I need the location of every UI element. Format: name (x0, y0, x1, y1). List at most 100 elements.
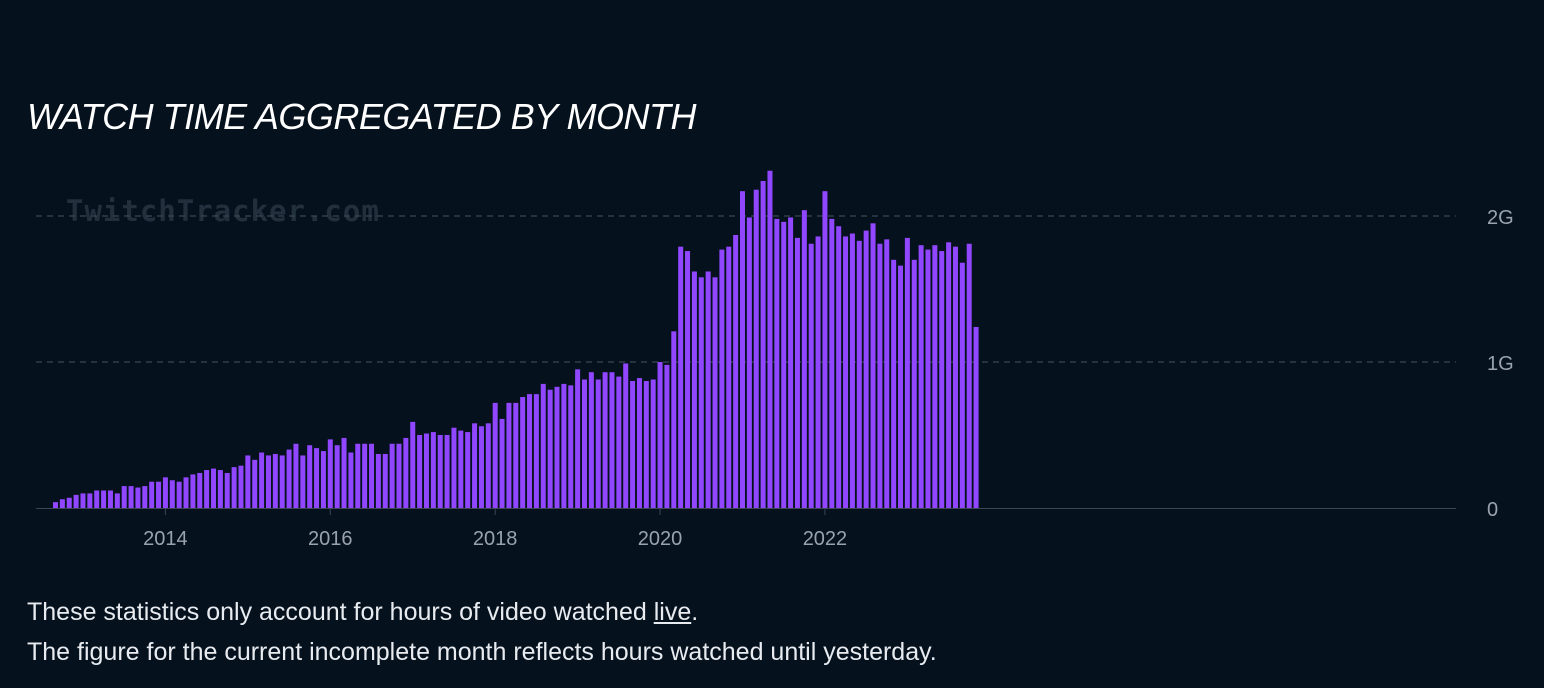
bar[interactable] (190, 474, 196, 508)
bar[interactable] (925, 249, 931, 508)
bar[interactable] (389, 443, 395, 508)
bar[interactable] (238, 465, 244, 508)
bar[interactable] (588, 372, 594, 508)
bar[interactable] (966, 243, 972, 508)
bar[interactable] (932, 245, 938, 508)
bar[interactable] (678, 246, 684, 508)
bar[interactable] (259, 452, 265, 508)
bar[interactable] (520, 397, 526, 508)
bar[interactable] (767, 170, 773, 509)
bar[interactable] (815, 236, 821, 508)
bar[interactable] (231, 467, 237, 508)
bar[interactable] (499, 418, 505, 508)
bar[interactable] (135, 487, 141, 508)
bar[interactable] (87, 493, 93, 508)
bar[interactable] (211, 468, 217, 508)
bar[interactable] (595, 379, 601, 508)
bar[interactable] (602, 372, 608, 508)
live-link[interactable]: live (653, 598, 692, 626)
bar[interactable] (794, 237, 800, 508)
bar[interactable] (128, 486, 134, 508)
bar[interactable] (101, 490, 107, 508)
bar[interactable] (286, 449, 292, 508)
bar[interactable] (307, 445, 313, 508)
bar[interactable] (279, 455, 285, 508)
bar[interactable] (863, 230, 869, 508)
bar[interactable] (822, 191, 828, 508)
bar[interactable] (375, 453, 381, 508)
bar[interactable] (664, 364, 670, 508)
bar[interactable] (314, 448, 320, 508)
bar[interactable] (66, 497, 72, 508)
bar[interactable] (348, 452, 354, 508)
bar[interactable] (327, 439, 333, 508)
bar[interactable] (918, 245, 924, 508)
bar[interactable] (685, 251, 691, 508)
bar[interactable] (733, 234, 739, 508)
bar[interactable] (753, 189, 759, 508)
bar[interactable] (952, 246, 958, 508)
bar[interactable] (355, 443, 361, 508)
bar[interactable] (829, 218, 835, 509)
bar[interactable] (540, 383, 546, 508)
bar[interactable] (898, 265, 904, 508)
bar[interactable] (891, 259, 897, 508)
bar[interactable] (568, 385, 574, 508)
bar[interactable] (698, 277, 704, 508)
bar[interactable] (781, 221, 787, 508)
bar[interactable] (939, 251, 945, 508)
bar[interactable] (959, 262, 965, 508)
bar[interactable] (369, 443, 375, 508)
bar[interactable] (561, 383, 567, 508)
bar[interactable] (472, 423, 478, 508)
bar[interactable] (719, 249, 725, 508)
bar[interactable] (492, 402, 498, 508)
bar[interactable] (712, 277, 718, 508)
bar[interactable] (465, 432, 471, 508)
bar[interactable] (609, 372, 615, 508)
bar[interactable] (300, 455, 306, 508)
bar[interactable] (114, 493, 120, 508)
bar[interactable] (94, 490, 100, 508)
bar[interactable] (245, 455, 251, 508)
bar[interactable] (623, 363, 629, 508)
bar[interactable] (458, 430, 464, 508)
bar[interactable] (581, 379, 587, 508)
bar[interactable] (169, 480, 175, 508)
bar[interactable] (911, 259, 917, 508)
bar[interactable] (904, 237, 910, 508)
bar[interactable] (73, 494, 79, 508)
bar[interactable] (547, 389, 553, 508)
bar[interactable] (691, 271, 697, 508)
bar[interactable] (884, 239, 890, 509)
bar[interactable] (946, 242, 952, 508)
bar[interactable] (362, 443, 368, 508)
bar[interactable] (856, 240, 862, 508)
bar[interactable] (788, 217, 794, 508)
bar[interactable] (430, 432, 436, 508)
bar[interactable] (671, 331, 677, 508)
bar[interactable] (877, 243, 883, 508)
bar[interactable] (774, 218, 780, 509)
bar[interactable] (575, 369, 581, 508)
bar[interactable] (485, 423, 491, 508)
bar[interactable] (849, 233, 855, 508)
bar[interactable] (616, 376, 622, 508)
bar[interactable] (107, 490, 113, 508)
bar[interactable] (740, 191, 745, 508)
bar[interactable] (760, 180, 766, 508)
bar[interactable] (506, 402, 512, 508)
bar[interactable] (121, 486, 127, 508)
bar[interactable] (272, 453, 278, 508)
bar[interactable] (53, 502, 58, 508)
bar[interactable] (636, 378, 642, 508)
bar[interactable] (382, 453, 388, 508)
bar[interactable] (437, 435, 443, 508)
bar[interactable] (643, 380, 649, 508)
bar[interactable] (801, 210, 807, 508)
bar[interactable] (80, 493, 86, 508)
bar[interactable] (808, 243, 814, 508)
bar[interactable] (224, 472, 230, 508)
bar[interactable] (176, 481, 182, 508)
bar[interactable] (334, 445, 340, 508)
